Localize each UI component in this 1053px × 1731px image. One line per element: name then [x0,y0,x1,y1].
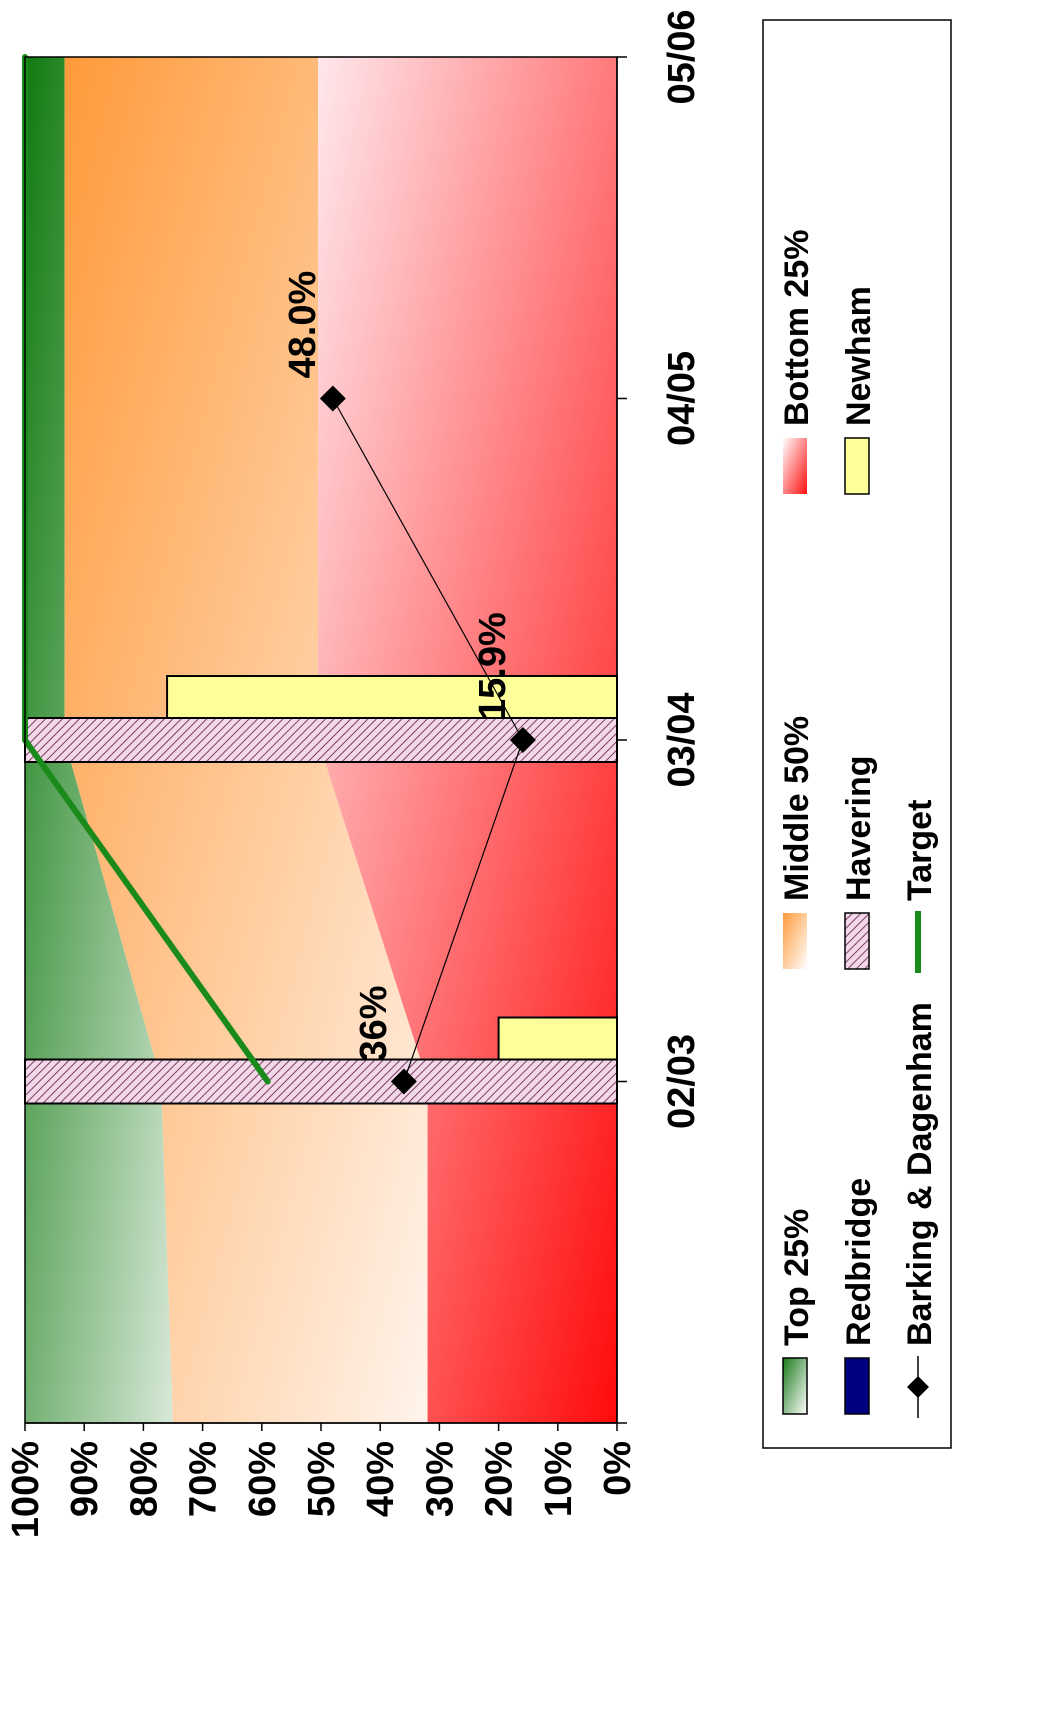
value-tick-label: 30% [419,1441,461,1517]
data-label: 48.0% [282,271,324,379]
legend-entry: Target [901,800,939,973]
value-tick-label: 90% [64,1441,106,1517]
havering-swatch [844,912,870,970]
redbridge-swatch [844,1357,870,1415]
legend-label: Havering [840,756,878,902]
legend-label: Middle 50% [778,716,816,901]
middle-50-swatch [783,913,807,969]
value-tick-label: 10% [538,1441,580,1517]
newham-swatch [844,437,870,495]
newham-bar [497,1016,619,1061]
axis-layer: 0% 10% 20% 30% 40% 50% 60% 70% 80% 90% 100% 02/03 03… [5,9,703,1538]
barking-dagenham-marker [319,385,346,412]
havering-bar [24,1058,618,1105]
legend-box [762,19,952,1449]
value-tick-label: 20% [479,1441,521,1517]
value-tick-label: 50% [301,1441,343,1517]
top-25-swatch [782,1357,808,1415]
legend-entry: Bottom 25% [778,230,816,494]
legend-entry: Middle 50% [778,716,816,969]
legend-label: Top 25% [778,1209,816,1346]
legend: Top 25% Middle 50% Bottom 25% Redbridge Have… [762,19,952,1449]
legend-entry: Top 25% [778,1209,816,1415]
data-label: 36% [353,985,395,1061]
value-tick-label: 70% [183,1441,225,1517]
barking-dagenham-marker [390,1068,417,1095]
plot-layer: 36% 15.9% 48.0% [22,54,619,1423]
legend-label: Barking & Dagenham [901,1002,939,1346]
value-tick-label: 60% [242,1441,284,1517]
value-tick-label: 100% [5,1441,47,1538]
legend-entry: Redbridge [840,1178,878,1415]
newham-bar [166,675,619,719]
category-label: 03/04 [661,692,703,787]
legend-entry: Newham [840,286,878,495]
value-tick-label: 0% [597,1441,639,1496]
barking-dagenham-marker [509,727,536,753]
category-label: 05/06 [661,9,703,104]
legend-label: Target [901,800,939,901]
barking-dagenham-swatch-marker [907,1376,929,1398]
legend-entry: Havering [840,756,878,970]
category-label: 04/05 [661,351,703,446]
category-label: 02/03 [661,1034,703,1129]
legend-label: Newham [840,286,878,426]
bottom-25-swatch [783,438,807,494]
legend-label: Bottom 25% [778,230,816,426]
legend-label: Redbridge [840,1178,878,1346]
value-tick-label: 80% [123,1441,165,1517]
data-label: 15.9% [472,612,514,720]
legend-entry: Barking & Dagenham [901,1002,939,1418]
value-tick-label: 40% [360,1441,402,1517]
